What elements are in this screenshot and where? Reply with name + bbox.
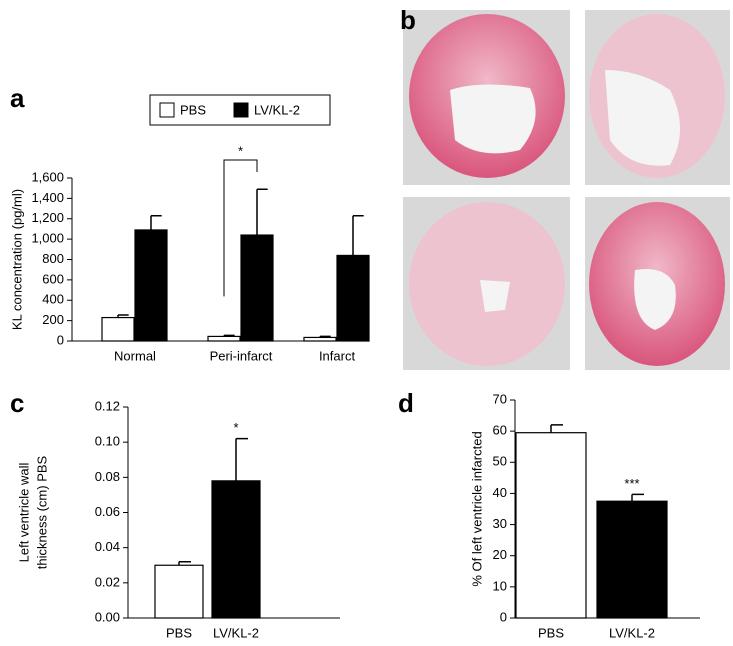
y-tick-label: 0.08: [95, 469, 120, 484]
y-tick-label: 0: [500, 609, 507, 624]
y-tick-label: 50: [493, 454, 507, 469]
y-axis-label: thickness (cm) PBS: [34, 455, 49, 569]
error-bar: [223, 334, 235, 337]
legend-label: LV/KL-2: [254, 102, 300, 117]
x-tick-label: LV/KL-2: [609, 625, 655, 640]
y-tick-label: 0.04: [95, 539, 120, 554]
lumen: [450, 84, 536, 154]
annotation: ***: [624, 476, 639, 491]
panel-letter: d: [398, 388, 414, 418]
y-axis-label: % Of left ventricle infarcted: [469, 431, 484, 586]
bar: [101, 316, 135, 342]
x-tick-label: LV/KL-2: [213, 625, 259, 640]
legend-swatch: [233, 102, 249, 118]
error-bar: [256, 188, 268, 236]
error-bar: [352, 214, 364, 256]
y-tick-label: 1,400: [31, 190, 64, 205]
y-tick-label: 30: [493, 516, 507, 531]
error-bar: [319, 335, 331, 338]
bar: [207, 335, 241, 342]
panel-letter: c: [10, 388, 24, 418]
y-tick-label: 0.12: [95, 398, 120, 413]
x-tick-label: Peri-infarct: [210, 348, 273, 363]
legend-label: PBS: [180, 102, 206, 117]
legend-swatch: [159, 102, 175, 118]
x-tick-label: Normal: [114, 348, 156, 363]
y-tick-label: 40: [493, 485, 507, 500]
bar: [596, 500, 668, 619]
bar: [154, 564, 204, 619]
bar: [211, 480, 261, 619]
error-bar: [150, 214, 162, 230]
error-bar: [631, 493, 644, 502]
y-tick-label: 0.02: [95, 574, 120, 589]
error-bar: [550, 424, 563, 433]
y-tick-label: 0.10: [95, 434, 120, 449]
y-tick-label: 60: [493, 423, 507, 438]
bar: [240, 234, 274, 342]
x-tick-label: PBS: [166, 625, 192, 640]
error-bar: [235, 437, 248, 481]
bar: [515, 432, 587, 619]
legend-box: [149, 94, 331, 126]
panel-letter: a: [10, 83, 25, 113]
y-tick-label: 10: [493, 578, 507, 593]
x-tick-label: Infarct: [319, 348, 356, 363]
y-tick-label: 200: [42, 312, 64, 327]
y-axis-label: Left ventricle wall: [16, 463, 31, 563]
y-tick-label: 800: [42, 251, 64, 266]
y-tick-label: 70: [493, 391, 507, 406]
y-tick-label: 0.00: [95, 609, 120, 624]
significance-bracket: [223, 159, 258, 297]
lumen: [634, 269, 676, 330]
annotation: *: [233, 420, 238, 435]
y-tick-label: 600: [42, 271, 64, 286]
y-tick-label: 20: [493, 547, 507, 562]
y-axis-label: KL concentration (pg/ml): [9, 189, 24, 330]
y-tick-label: 0.06: [95, 504, 120, 519]
x-tick-label: PBS: [538, 625, 564, 640]
error-bar: [178, 560, 191, 566]
y-tick-label: 1,000: [31, 231, 64, 246]
y-tick-label: 1,200: [31, 210, 64, 225]
y-tick-label: 1,600: [31, 169, 64, 184]
bar: [134, 229, 168, 342]
lumen: [480, 280, 510, 312]
histology-images: b: [400, 5, 730, 370]
lumen: [605, 70, 680, 166]
error-bar: [117, 314, 129, 318]
y-tick-label: 400: [42, 292, 64, 307]
bar: [336, 254, 370, 342]
bar: [303, 336, 337, 342]
annotation: *: [238, 143, 243, 158]
panel-letter: b: [400, 5, 416, 35]
y-tick-label: 0: [57, 332, 64, 347]
